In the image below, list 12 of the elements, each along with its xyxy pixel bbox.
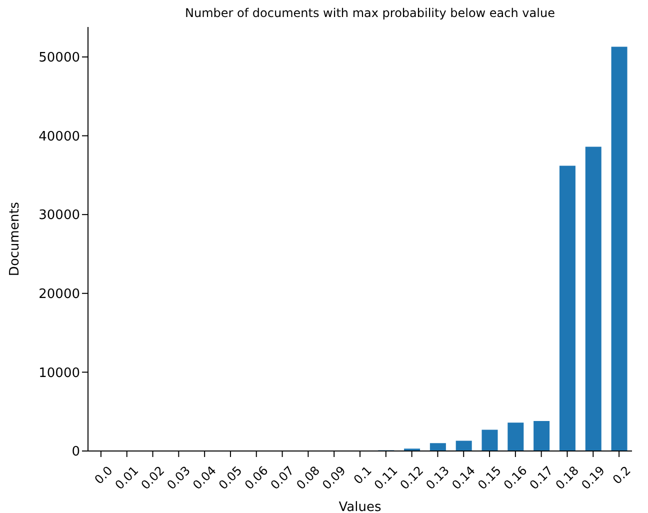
y-tick-label: 40000 xyxy=(38,129,80,144)
y-tick-label: 20000 xyxy=(38,286,80,302)
x-tick-label: 0.0 xyxy=(92,463,116,487)
y-tick-label: 50000 xyxy=(38,50,80,66)
y-axis-title: Documents xyxy=(8,202,23,276)
y-tick-label: 0 xyxy=(72,444,80,460)
y-tick-label: 10000 xyxy=(38,366,80,381)
x-tick-label: 0.2 xyxy=(610,463,634,487)
x-axis-title: Values xyxy=(338,500,382,513)
y-tick-label: 30000 xyxy=(38,208,80,224)
chart-title: Number of documents with max probability below each value xyxy=(184,6,556,20)
x-tick-label: 0.1 xyxy=(350,463,374,487)
